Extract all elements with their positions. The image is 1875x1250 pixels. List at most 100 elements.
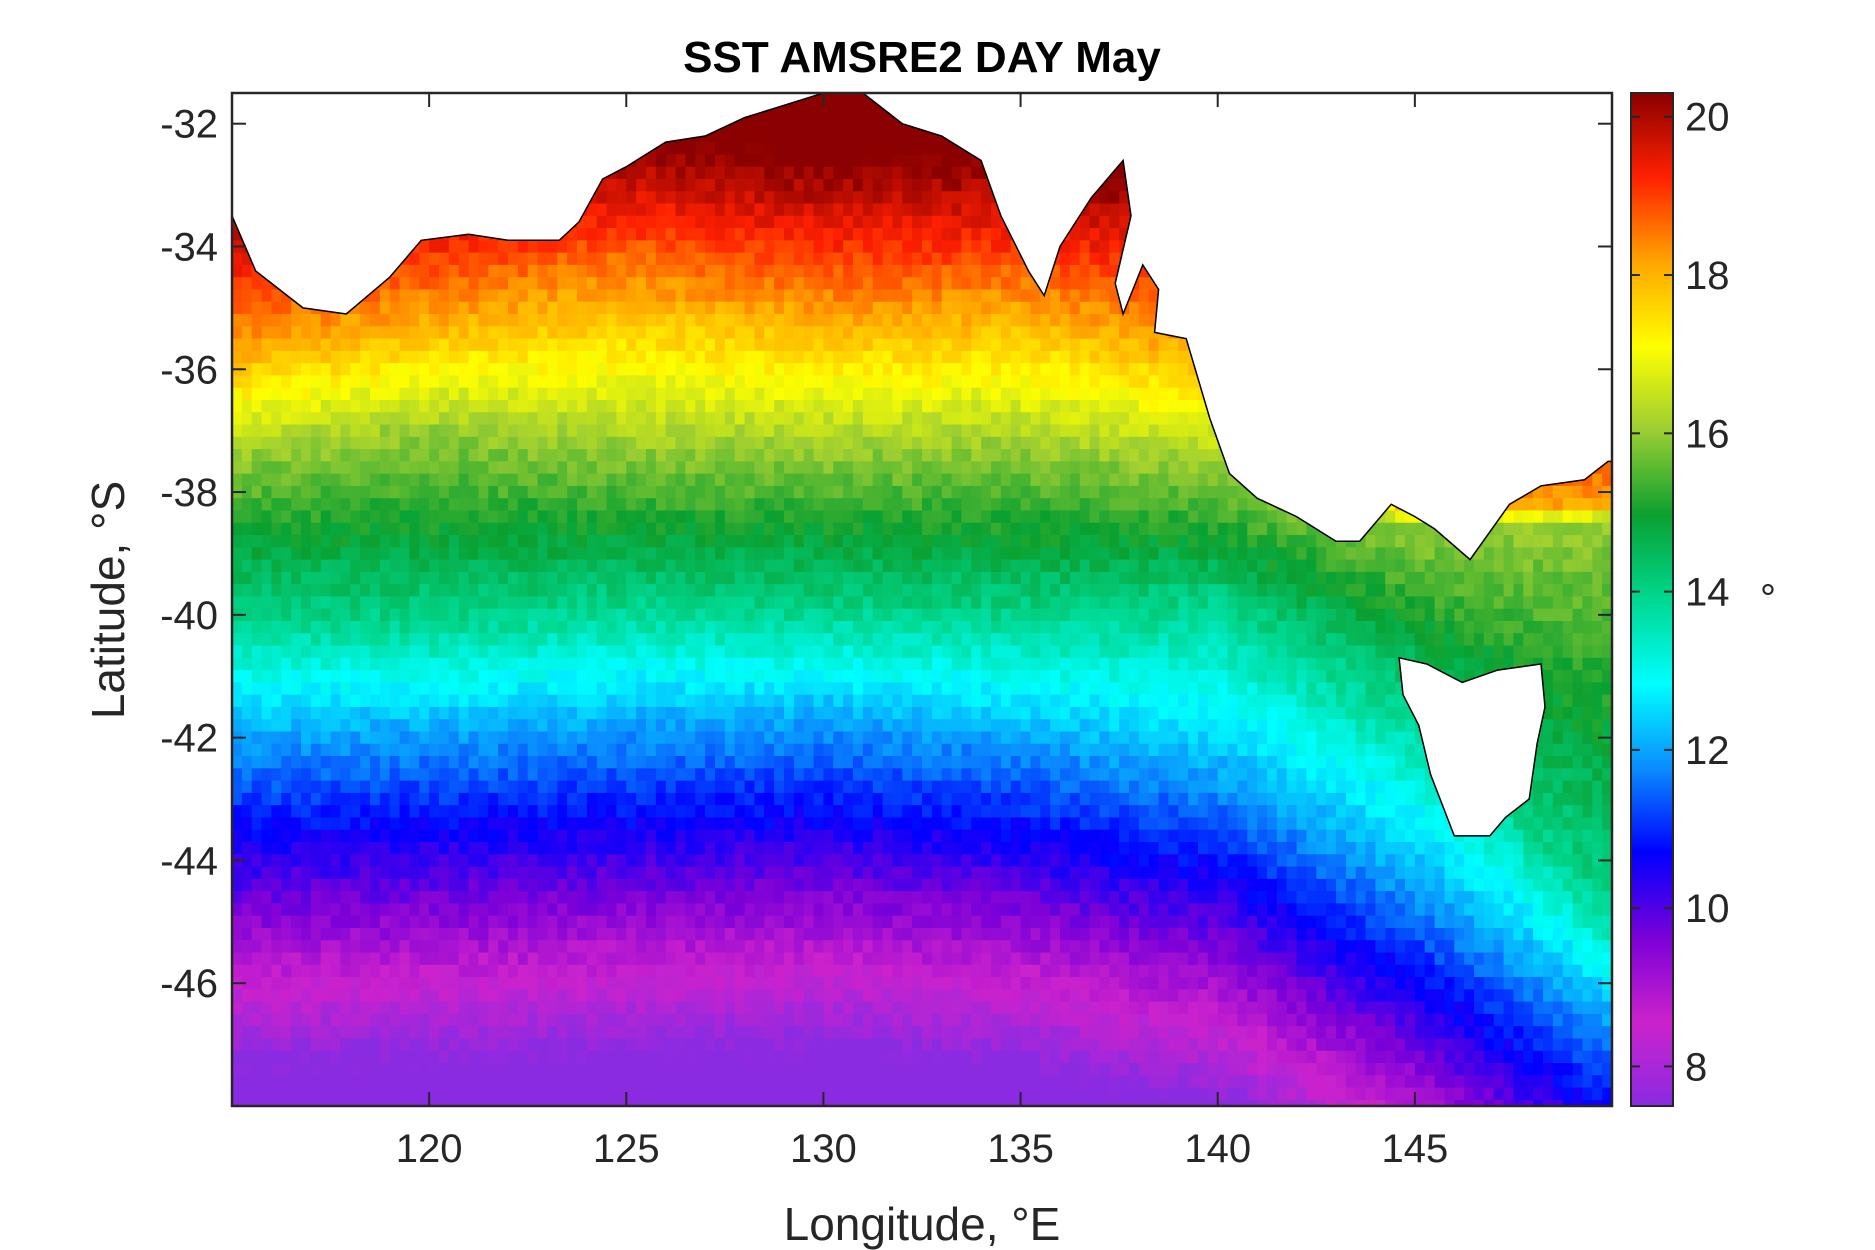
sst-cell	[350, 387, 361, 401]
sst-cell	[1060, 412, 1071, 426]
sst-cell	[1119, 436, 1130, 450]
sst-cell	[902, 326, 913, 340]
sst-cell	[537, 252, 549, 266]
sst-cell	[793, 387, 805, 401]
sst-cell	[1168, 498, 1179, 512]
sst-cell	[498, 510, 509, 524]
sst-cell	[251, 424, 263, 438]
sst-cell	[350, 350, 361, 364]
sst-cell	[764, 326, 775, 340]
sst-cell	[665, 412, 677, 426]
sst-cell	[823, 178, 834, 192]
sst-cell	[1079, 264, 1091, 278]
sst-cell	[350, 314, 361, 327]
sst-cell	[665, 289, 677, 303]
sst-cell	[744, 522, 756, 536]
sst-cell	[971, 510, 982, 524]
sst-cell	[1000, 277, 1012, 291]
sst-cell	[251, 277, 263, 291]
sst-cell	[636, 240, 647, 254]
sst-cell	[409, 264, 420, 278]
sst-cell	[1020, 338, 1032, 352]
sst-cell	[941, 277, 953, 291]
sst-cell	[961, 350, 972, 364]
sst-cell	[922, 277, 933, 291]
sst-cell	[577, 314, 588, 327]
sst-cell	[1030, 326, 1041, 340]
sst-cell	[902, 215, 913, 229]
sst-cell	[1000, 424, 1012, 438]
sst-cell	[872, 129, 884, 143]
sst-cell	[675, 436, 687, 450]
sst-cell	[793, 240, 805, 254]
sst-cell	[409, 252, 420, 266]
sst-cell	[281, 387, 292, 401]
sst-cell	[931, 129, 943, 143]
sst-cell	[695, 387, 706, 401]
sst-cell	[823, 522, 834, 536]
sst-cell	[695, 154, 706, 168]
sst-cell	[892, 252, 903, 266]
sst-cell	[478, 522, 489, 536]
sst-cell	[586, 215, 598, 229]
sst-cell	[232, 449, 243, 462]
sst-cell	[1089, 314, 1101, 327]
sst-cell	[793, 436, 805, 450]
sst-cell	[399, 264, 411, 278]
sst-cell	[754, 522, 765, 536]
sst-cell	[892, 473, 903, 487]
sst-cell	[399, 375, 411, 389]
sst-cell	[261, 412, 273, 426]
sst-cell	[429, 338, 440, 352]
sst-cell	[734, 424, 746, 438]
sst-cell	[843, 117, 854, 131]
sst-cell	[882, 215, 894, 229]
sst-cell	[399, 436, 411, 450]
sst-cell	[1069, 522, 1081, 536]
sst-cell	[537, 473, 549, 487]
sst-cell	[853, 387, 864, 401]
sst-cell	[764, 485, 775, 499]
sst-cell	[774, 215, 785, 229]
sst-cell	[1543, 510, 1554, 524]
sst-cell	[941, 142, 953, 155]
sst-cell	[823, 326, 834, 340]
sst-cell	[813, 289, 825, 303]
sst-cell	[1138, 314, 1150, 327]
sst-cell	[715, 510, 726, 524]
sst-cell	[724, 436, 736, 450]
sst-cell	[774, 264, 785, 278]
sst-cell	[1050, 449, 1061, 462]
sst-cell	[764, 498, 775, 512]
sst-cell	[360, 449, 371, 462]
sst-cell	[517, 264, 529, 278]
sst-cell	[1050, 338, 1061, 352]
sst-cell	[813, 522, 825, 536]
sst-cell	[685, 424, 696, 438]
sst-cell	[1089, 203, 1101, 217]
sst-cell	[882, 498, 894, 512]
sst-cell	[784, 191, 795, 205]
sst-cell	[527, 350, 539, 364]
sst-cell	[705, 301, 716, 315]
sst-cell	[1020, 449, 1032, 462]
sst-cell	[665, 485, 677, 499]
sst-cell	[695, 498, 706, 512]
sst-cell	[586, 485, 598, 499]
sst-cell	[833, 436, 844, 450]
sst-cell	[281, 412, 292, 426]
sst-cell	[330, 449, 342, 462]
sst-cell	[734, 326, 746, 340]
sst-cell	[1119, 326, 1130, 340]
sst-cell	[803, 289, 815, 303]
sst-cell	[981, 510, 992, 524]
sst-cell	[626, 375, 637, 389]
sst-cell	[902, 191, 913, 205]
sst-cell	[537, 498, 549, 512]
sst-cell	[971, 338, 982, 352]
sst-cell	[488, 264, 499, 278]
sst-cell	[646, 191, 657, 205]
sst-cell	[232, 522, 243, 536]
sst-cell	[261, 350, 273, 364]
sst-cell	[744, 228, 756, 241]
